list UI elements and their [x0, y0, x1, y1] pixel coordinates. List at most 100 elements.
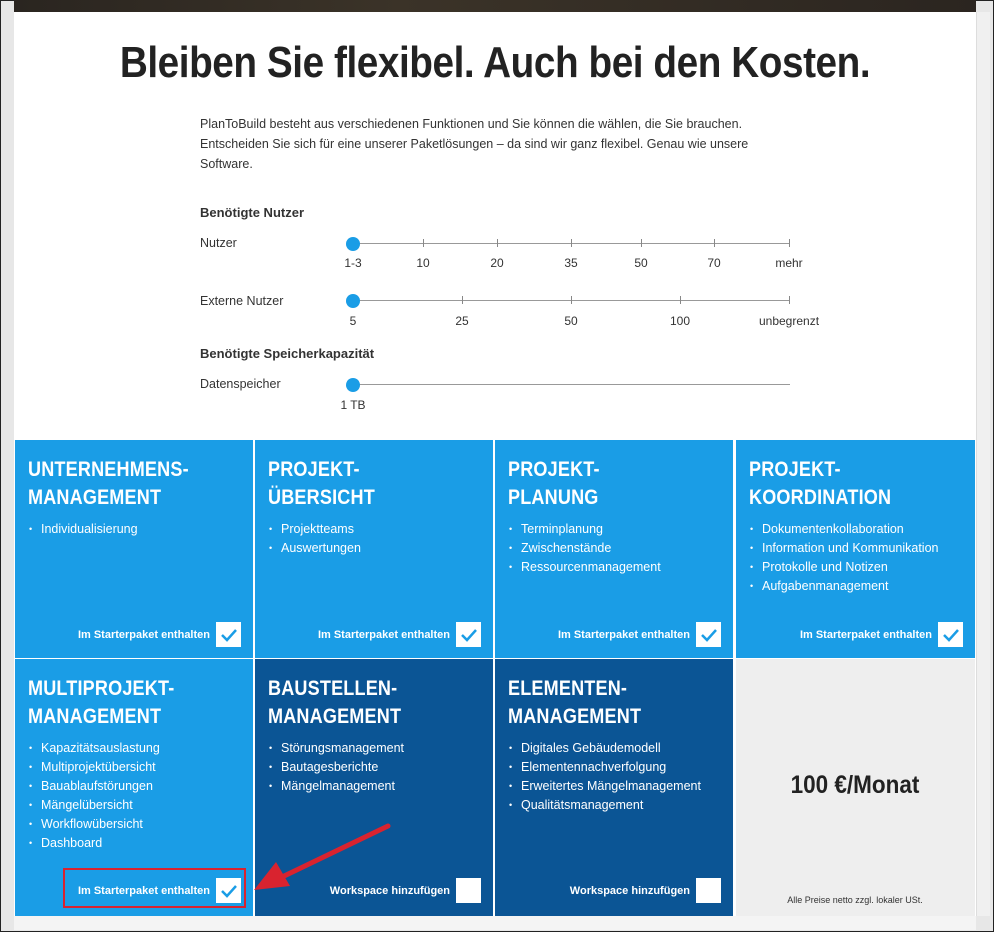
slider-tick [571, 239, 572, 247]
price-note: Alle Preise netto zzgl. lokaler USt. [787, 895, 923, 905]
list-item: Mängelmanagement [269, 777, 404, 796]
slider-tick [680, 296, 681, 304]
module-checkbox[interactable] [456, 878, 481, 903]
nutzer-tick-label: mehr [775, 256, 803, 270]
slider-tick [789, 296, 790, 304]
module-checkbox[interactable] [696, 622, 721, 647]
module-footer: Im Starterpaket enthalten [78, 622, 241, 647]
price-amount: 100 €/Monat [790, 771, 920, 799]
list-item: Zwischenstände [509, 539, 661, 558]
module-title: PROJEKT- ÜBERSICHT [268, 458, 375, 509]
list-item: Protokolle und Notizen [750, 558, 938, 577]
module-footer: Im Starterpaket enthalten [78, 878, 241, 903]
list-item: Kapazitätsauslastung [29, 739, 160, 758]
list-item: Dashboard [29, 834, 160, 853]
list-item: Aufgabenmanagement [750, 577, 938, 596]
list-item: Qualitätsmanagement [509, 796, 701, 815]
module-checkbox[interactable] [216, 622, 241, 647]
slider-tick [423, 239, 424, 247]
list-item: Störungsmanagement [269, 739, 404, 758]
nutzer-tick-label: 50 [634, 256, 648, 270]
module-footer: Im Starterpaket enthalten [318, 622, 481, 647]
footer-label: Im Starterpaket enthalten [77, 628, 210, 641]
list-item: Individualisierung [29, 520, 138, 539]
list-item: Erweitertes Mängelmanagement [509, 777, 701, 796]
footer-label: Workspace hinzufügen [329, 884, 450, 897]
intro-text: PlanToBuild besteht aus verschiedenen Fu… [200, 114, 780, 174]
nutzer-tick-label: 70 [707, 256, 721, 270]
storage-label: Datenspeicher [200, 377, 281, 391]
nutzer-tick-label: 1-3 [344, 256, 362, 270]
list-item: Terminplanung [509, 520, 661, 539]
nutzer-tick-label: 20 [490, 256, 504, 270]
feature-list: Projektteams Auswertungen [269, 520, 361, 558]
nutzer-slider-handle[interactable] [346, 237, 360, 251]
slider-track [353, 384, 790, 385]
nutzer-label: Nutzer [200, 236, 237, 250]
slider-tick [714, 239, 715, 247]
checkmark-icon [220, 884, 237, 898]
list-item: Bautagesberichte [269, 758, 404, 777]
slider-tick [497, 239, 498, 247]
module-checkbox[interactable] [696, 878, 721, 903]
slider-tick [571, 296, 572, 304]
module-title: BAUSTELLEN- MANAGEMENT [268, 677, 402, 728]
list-item: Digitales Gebäudemodell [509, 739, 701, 758]
extern-label: Externe Nutzer [200, 294, 284, 308]
module-card-projektuebersicht: PROJEKT-ÜBERSICHT Projektteams Auswertun… [255, 440, 493, 658]
footer-label: Im Starterpaket enthalten [557, 628, 690, 641]
nutzer-tick-label: 35 [564, 256, 578, 270]
storage-slider[interactable] [346, 378, 790, 392]
module-title: PROJEKT- KOORDINATION [749, 458, 892, 509]
extern-slider-handle[interactable] [346, 294, 360, 308]
intro-line-1: PlanToBuild besteht aus verschiedenen Fu… [200, 117, 743, 131]
list-item: Mängelübersicht [29, 796, 160, 815]
feature-list: Störungsmanagement Bautagesberichte Mäng… [269, 739, 404, 796]
slider-tick [641, 239, 642, 247]
checkmark-icon [220, 628, 237, 642]
list-item: Elementennachverfolgung [509, 758, 701, 777]
feature-list: Terminplanung Zwischenstände Ressourcenm… [509, 520, 661, 577]
module-footer: Workspace hinzufügen [330, 878, 481, 903]
feature-list: Individualisierung [29, 520, 138, 539]
scrollbar-track[interactable] [976, 12, 990, 916]
extern-tick-label: unbegrenzt [758, 314, 820, 328]
module-checkbox[interactable] [456, 622, 481, 647]
storage-slider-handle[interactable] [346, 378, 360, 392]
module-footer: Workspace hinzufügen [570, 878, 721, 903]
module-footer: Im Starterpaket enthalten [558, 622, 721, 647]
users-heading: Benötigte Nutzer [200, 205, 304, 220]
extern-tick-label: 50 [564, 314, 578, 328]
price-card: 100 €/Monat Alle Preise netto zzgl. loka… [736, 659, 975, 916]
list-item: Bauablaufstörungen [29, 777, 160, 796]
module-title: PROJEKT- PLANUNG [508, 458, 600, 509]
page-bottom [14, 916, 976, 930]
footer-label: Im Starterpaket enthalten [317, 628, 450, 641]
list-item: Workflowübersicht [29, 815, 160, 834]
nutzer-tick-label: 10 [416, 256, 430, 270]
module-title: ELEMENTEN- MANAGEMENT [508, 677, 642, 728]
extern-tick-label: 5 [349, 314, 357, 328]
footer-label: Workspace hinzufügen [569, 884, 690, 897]
extern-slider[interactable] [346, 294, 790, 308]
module-title: UNTERNEHMENS- MANAGEMENT [28, 458, 189, 509]
module-checkbox[interactable] [216, 878, 241, 903]
nutzer-slider[interactable] [346, 237, 790, 251]
feature-list: Kapazitätsauslastung Multiprojektübersic… [29, 739, 160, 853]
storage-heading: Benötigte Speicherkapazität [200, 346, 375, 361]
red-arrow-icon [254, 823, 391, 890]
footer-label: Im Starterpaket enthalten [799, 628, 932, 641]
checkmark-icon [700, 628, 717, 642]
extern-tick-label: 100 [669, 314, 691, 328]
module-card-elementenmanagement: ELEMENTEN-MANAGEMENT Digitales Gebäudemo… [495, 659, 733, 916]
module-checkbox[interactable] [938, 622, 963, 647]
footer-label: Im Starterpaket enthalten [77, 884, 210, 897]
page-title: Bleiben Sie flexibel. Auch bei den Koste… [119, 38, 871, 87]
checkmark-icon [942, 628, 959, 642]
list-item: Multiprojektübersicht [29, 758, 160, 777]
slider-tick [462, 296, 463, 304]
extern-tick-label: 25 [455, 314, 469, 328]
module-card-projektplanung: PROJEKT-PLANUNG Terminplanung Zwischenst… [495, 440, 733, 658]
module-card-unternehmensmanagement: UNTERNEHMENS-MANAGEMENT Individualisieru… [15, 440, 253, 658]
highlight-box [63, 868, 246, 908]
